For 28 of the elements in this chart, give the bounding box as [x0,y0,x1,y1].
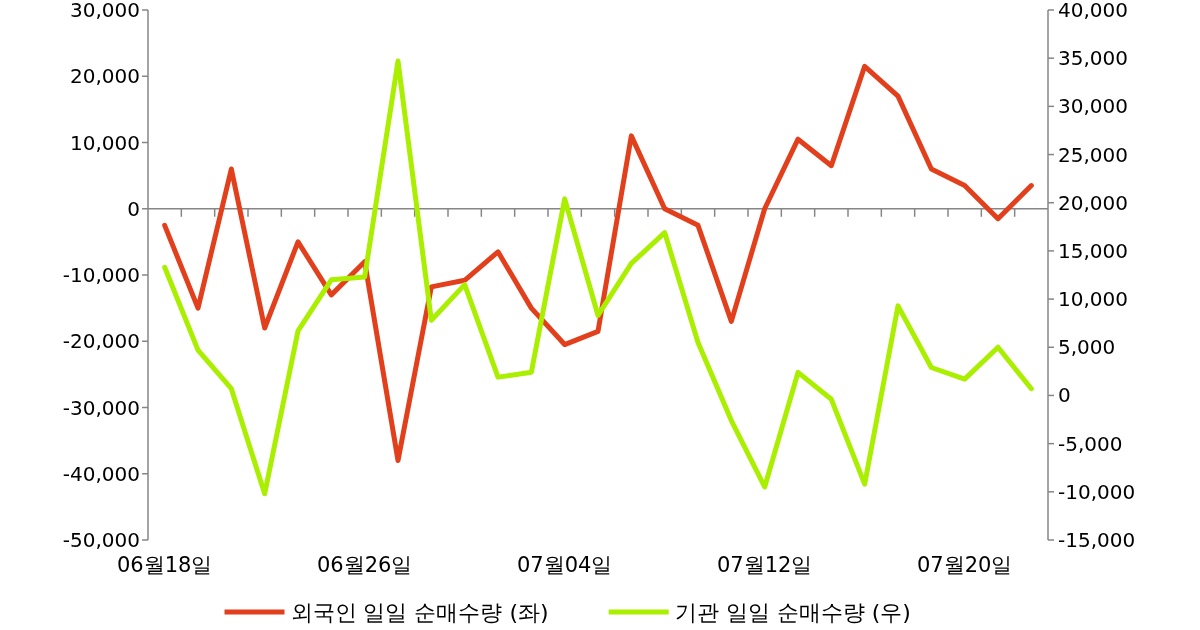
x-tick-label: 06월18일 [116,553,213,577]
y-tick-label: -20,000 [62,329,140,354]
y-tick-label: 30,000 [70,0,140,22]
x-tick-label: 07월04일 [516,553,613,577]
y2-tick-label: 25,000 [1058,142,1128,167]
y2-tick-label: 20,000 [1058,190,1128,215]
x-tick-label: 07월20일 [916,553,1013,577]
y2-tick-label: 35,000 [1058,46,1128,71]
y-tick-label: -40,000 [62,461,140,486]
y2-tick-label: 0 [1058,383,1071,408]
x-tick-label: 07월12일 [716,553,813,577]
legend-label: 기관 일일 순매수량 (우) [674,600,911,625]
y2-tick-label: -10,000 [1058,479,1136,504]
y2-tick-label: 30,000 [1058,94,1128,119]
y2-tick-label: -15,000 [1058,528,1136,552]
y2-tick-label: -5,000 [1058,431,1123,456]
y-tick-label: 20,000 [70,64,140,89]
y-tick-label: -30,000 [62,395,140,420]
legend-label: 외국인 일일 순매수량 (좌) [290,600,549,625]
y-tick-label: -10,000 [62,263,140,287]
y-tick-label: 0 [127,196,140,221]
y-tick-label: -50,000 [62,528,140,552]
y2-tick-label: 15,000 [1058,238,1128,263]
y-tick-label: 10,000 [70,130,140,155]
x-tick-label: 06월26일 [316,553,413,577]
y2-tick-label: 5,000 [1058,335,1116,360]
y2-tick-label: 40,000 [1058,0,1128,22]
y2-tick-label: 10,000 [1058,287,1128,312]
